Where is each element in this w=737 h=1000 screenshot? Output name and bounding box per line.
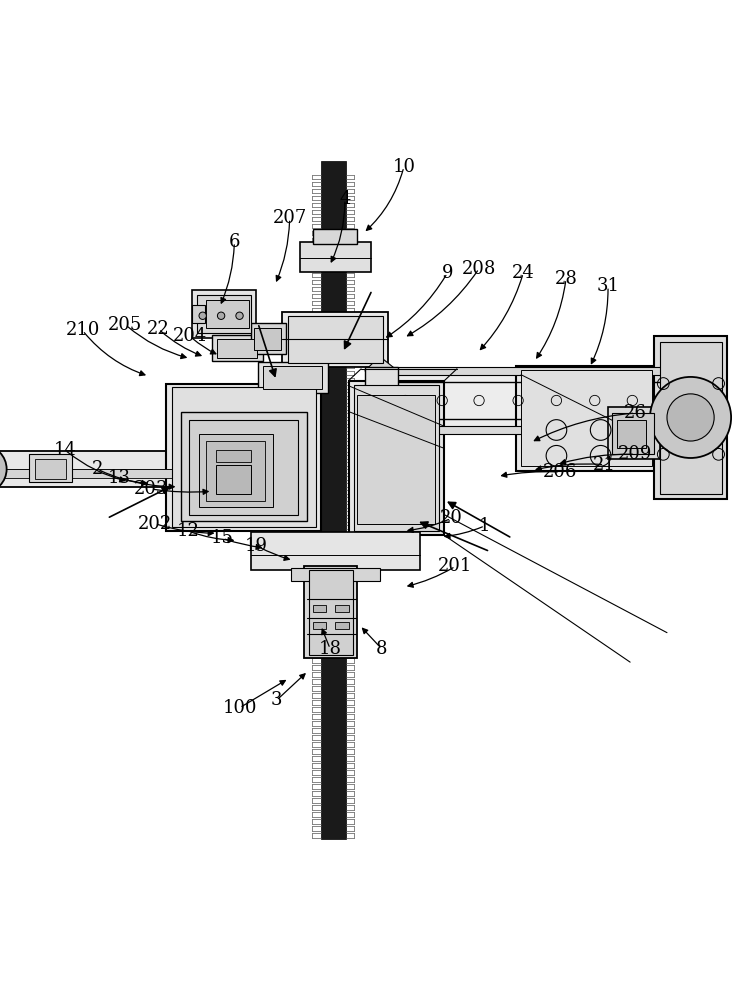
Circle shape (0, 445, 7, 493)
Circle shape (667, 394, 714, 441)
Text: 205: 205 (108, 316, 142, 334)
Bar (263, 366, 322, 389)
Text: 31: 31 (596, 277, 620, 295)
Bar (354, 385, 439, 531)
Bar (380, 426, 685, 434)
Text: 9: 9 (441, 264, 453, 282)
Circle shape (236, 312, 243, 319)
Bar (206, 441, 265, 501)
Text: 24: 24 (512, 264, 534, 282)
Bar (217, 339, 257, 358)
Bar (309, 570, 353, 655)
Bar (612, 413, 654, 454)
Bar (380, 367, 685, 375)
Bar (172, 387, 316, 527)
Text: 204: 204 (173, 327, 207, 345)
Text: 209: 209 (618, 445, 652, 463)
Bar (0, 451, 237, 487)
Bar (192, 305, 205, 323)
Text: 15: 15 (211, 529, 234, 547)
Bar (313, 229, 357, 244)
Text: 100: 100 (223, 699, 256, 717)
Text: 207: 207 (273, 209, 307, 227)
Text: 20: 20 (439, 509, 463, 527)
Text: 6: 6 (228, 233, 240, 251)
Text: 210: 210 (66, 321, 99, 339)
Bar (189, 420, 298, 515)
Text: 8: 8 (376, 640, 388, 658)
Bar (258, 362, 328, 393)
Bar (516, 366, 657, 471)
Bar (365, 367, 398, 398)
Bar (380, 370, 685, 429)
Text: 1: 1 (479, 517, 491, 535)
Bar (304, 566, 357, 658)
Bar (206, 300, 249, 328)
Bar (313, 605, 326, 612)
Bar (197, 295, 251, 333)
Bar (35, 459, 66, 479)
Text: 21: 21 (593, 456, 616, 474)
Bar (335, 622, 349, 629)
Text: 18: 18 (318, 640, 342, 658)
Bar (335, 605, 349, 612)
Bar (251, 532, 420, 570)
Text: 19: 19 (245, 537, 268, 555)
Text: 208: 208 (462, 260, 496, 278)
Bar (282, 312, 388, 367)
Bar (181, 412, 307, 521)
Text: 206: 206 (543, 463, 577, 481)
Text: 3: 3 (270, 691, 282, 709)
Text: 14: 14 (53, 441, 77, 459)
Bar (0, 469, 237, 478)
Bar (300, 242, 371, 272)
Bar (192, 290, 256, 338)
Bar (288, 316, 383, 363)
Text: 22: 22 (147, 320, 170, 338)
Bar (660, 342, 722, 494)
Bar (349, 381, 444, 535)
Text: 201: 201 (439, 557, 472, 575)
Text: 13: 13 (108, 469, 131, 487)
Bar (216, 465, 251, 494)
Bar (251, 323, 286, 354)
Bar (608, 407, 660, 459)
Text: 203: 203 (134, 480, 168, 498)
Text: 26: 26 (624, 404, 647, 422)
Bar (321, 161, 346, 839)
Text: 4: 4 (339, 190, 351, 208)
Bar (313, 622, 326, 629)
Text: 12: 12 (176, 522, 200, 540)
Bar (357, 395, 435, 524)
Text: 10: 10 (392, 158, 416, 176)
Circle shape (199, 312, 206, 319)
Bar (254, 328, 281, 350)
Bar (521, 370, 652, 466)
Bar (199, 434, 273, 507)
Bar (166, 384, 321, 531)
Bar (212, 335, 263, 361)
Text: 202: 202 (138, 515, 172, 533)
Bar (291, 568, 380, 581)
Bar (216, 450, 251, 462)
Bar (617, 420, 646, 448)
Bar (654, 336, 727, 499)
Text: 2: 2 (91, 460, 103, 478)
Text: 28: 28 (554, 270, 578, 288)
Polygon shape (365, 356, 398, 371)
Circle shape (650, 377, 731, 458)
Bar (29, 454, 72, 482)
Circle shape (217, 312, 225, 319)
